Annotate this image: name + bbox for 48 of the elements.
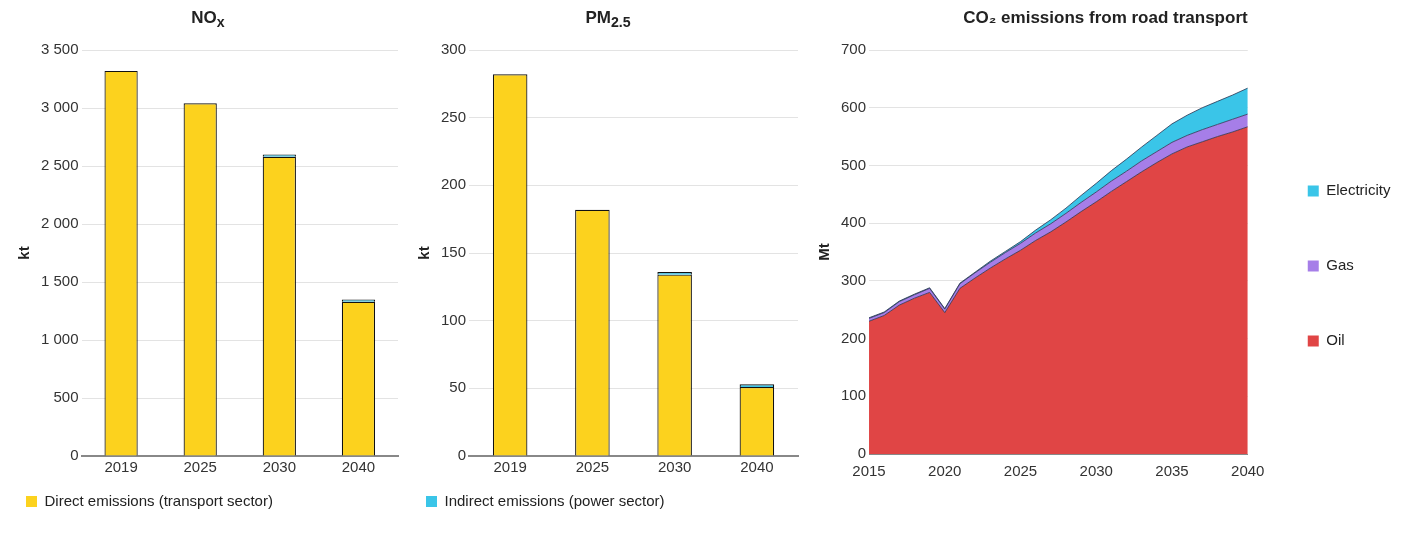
- y-tick-label: 1 000: [40, 330, 79, 348]
- y-tick-label: 0: [457, 446, 467, 464]
- y-tick-label: 1 500: [40, 272, 79, 290]
- y-tick-label: 700: [841, 40, 867, 58]
- legend-label: Gas: [1326, 256, 1354, 274]
- y-tick-label: 3 000: [40, 98, 79, 116]
- y-tick-label: 200: [841, 328, 867, 346]
- y-axis-title: kt: [15, 246, 33, 260]
- x-tick-label: 2035: [1155, 462, 1189, 480]
- y-tick-label: 2 000: [40, 214, 79, 232]
- x-tick-label: 2015: [852, 462, 886, 480]
- y-axis-title: kt: [415, 246, 433, 260]
- x-tick-label: 2025: [575, 458, 610, 476]
- y-tick-label: 50: [449, 378, 467, 396]
- y-tick-label: 100: [441, 310, 467, 328]
- x-tick-label: 2040: [341, 458, 376, 476]
- y-tick-label: 3 500: [40, 40, 79, 58]
- x-tick-label: 2025: [1003, 462, 1038, 480]
- y-tick-label: 250: [441, 107, 467, 125]
- chart-title: CO₂ emissions from road transport: [962, 8, 1249, 29]
- x-tick-label: 2030: [657, 458, 692, 476]
- y-tick-label: 2 500: [40, 156, 79, 174]
- x-tick-label: 2040: [1231, 462, 1265, 480]
- legend-label: Indirect emissions (power sector): [444, 491, 665, 509]
- legend-label: Direct emissions (transport sector): [44, 491, 273, 509]
- chart-title: NO$_{x}$: [190, 8, 226, 33]
- y-tick-label: 0: [70, 446, 79, 464]
- y-tick-label: 600: [841, 97, 867, 115]
- y-axis-title: Mt: [815, 243, 833, 261]
- legend-label: Oil: [1326, 331, 1345, 349]
- x-tick-label: 2025: [183, 458, 217, 476]
- x-tick-label: 2030: [262, 458, 297, 476]
- x-tick-label: 2019: [493, 458, 527, 476]
- x-tick-label: 2040: [740, 458, 774, 476]
- y-tick-label: 500: [841, 155, 867, 173]
- y-tick-label: 500: [53, 388, 79, 406]
- y-tick-label: 150: [441, 243, 467, 261]
- y-tick-label: 100: [841, 386, 867, 404]
- y-tick-label: 200: [441, 175, 467, 193]
- x-tick-label: 2019: [104, 458, 138, 476]
- legend-label: Electricity: [1326, 181, 1391, 199]
- y-tick-label: 0: [857, 444, 867, 462]
- chart-title: PM$_{2.5}$: [584, 8, 632, 33]
- y-tick-label: 300: [841, 271, 867, 288]
- y-tick-label: 300: [441, 40, 467, 58]
- x-tick-label: 2030: [1079, 462, 1113, 480]
- y-tick-label: 400: [841, 213, 867, 231]
- x-tick-label: 2020: [928, 462, 962, 480]
